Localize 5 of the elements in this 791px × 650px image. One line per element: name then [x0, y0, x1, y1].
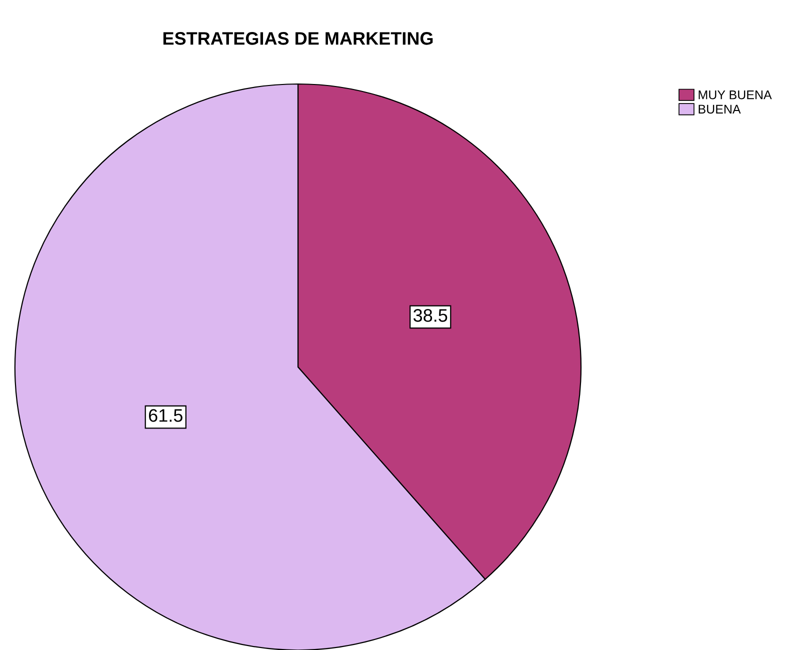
legend-label: MUY BUENA: [698, 90, 772, 100]
chart-title: ESTRATEGIAS DE MARKETING: [163, 32, 433, 45]
data-label: 38.5: [413, 309, 448, 322]
legend-label: BUENA: [698, 104, 741, 114]
data-label: 61.5: [148, 409, 182, 422]
